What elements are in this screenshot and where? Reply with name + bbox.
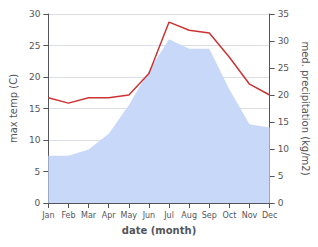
svg-text:Jan: Jan — [41, 211, 54, 220]
svg-text:30: 30 — [278, 36, 290, 46]
svg-text:0: 0 — [278, 198, 284, 208]
svg-text:Dec: Dec — [262, 211, 277, 220]
svg-text:Aug: Aug — [181, 211, 197, 220]
svg-text:20: 20 — [29, 72, 41, 82]
svg-text:10: 10 — [278, 144, 290, 154]
svg-text:Sep: Sep — [202, 211, 217, 220]
svg-text:30: 30 — [29, 9, 41, 19]
svg-text:5: 5 — [278, 171, 284, 181]
svg-text:Feb: Feb — [61, 211, 75, 220]
svg-text:Jul: Jul — [163, 211, 174, 220]
svg-text:max temp (C): max temp (C) — [8, 74, 19, 143]
svg-text:35: 35 — [278, 9, 289, 19]
svg-text:Jun: Jun — [142, 211, 156, 220]
svg-text:25: 25 — [29, 41, 40, 51]
svg-text:Apr: Apr — [102, 211, 117, 220]
svg-text:25: 25 — [278, 63, 289, 73]
svg-text:date (month): date (month) — [122, 225, 196, 236]
svg-text:Oct: Oct — [222, 211, 236, 220]
svg-text:15: 15 — [278, 117, 289, 127]
svg-text:10: 10 — [29, 135, 41, 145]
svg-text:20: 20 — [278, 90, 290, 100]
svg-text:med. precipitation (kg/m2): med. precipitation (kg/m2) — [300, 41, 311, 175]
svg-text:0: 0 — [35, 198, 41, 208]
svg-text:15: 15 — [29, 104, 40, 114]
svg-text:5: 5 — [35, 167, 41, 177]
svg-text:May: May — [121, 211, 138, 220]
svg-text:Mar: Mar — [81, 211, 97, 220]
svg-text:Nov: Nov — [242, 211, 258, 220]
